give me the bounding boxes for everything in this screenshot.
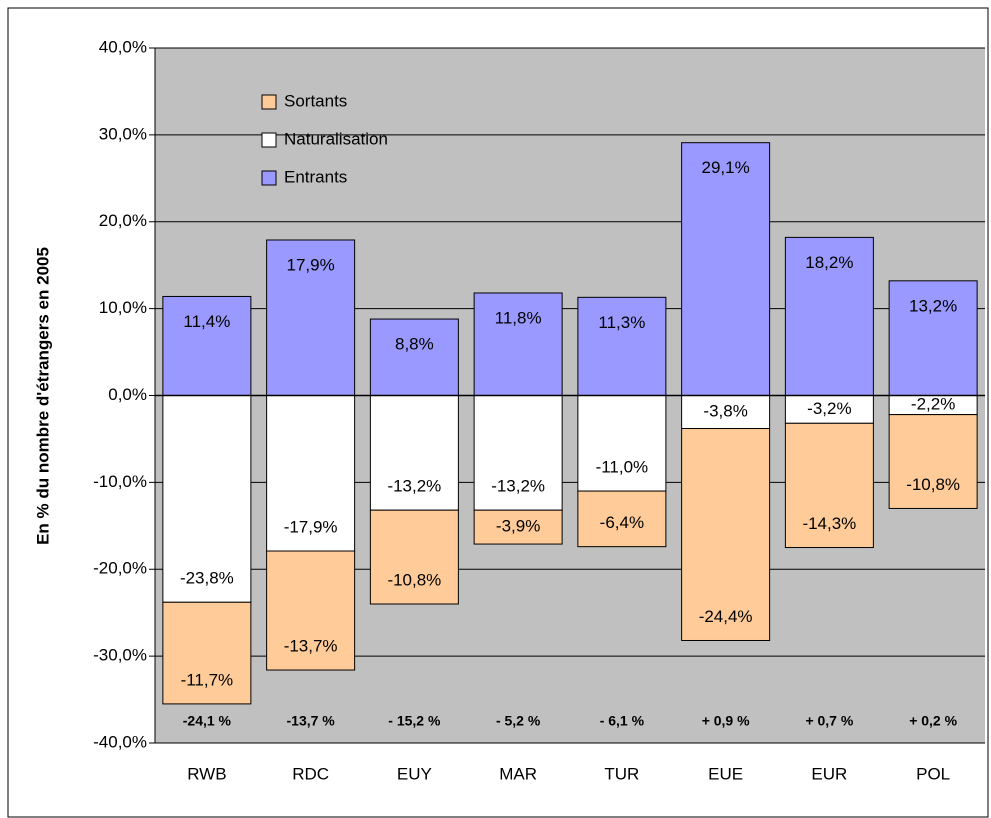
value-label: -3,8% <box>703 401 747 420</box>
value-label: -13,7% <box>284 637 338 656</box>
x-tick-label: EUE <box>708 764 743 783</box>
value-label: -10,8% <box>387 570 441 589</box>
value-label: -3,2% <box>807 399 851 418</box>
bar-segment <box>266 395 356 552</box>
y-tick-label: 30,0% <box>99 124 147 143</box>
bar-segment <box>266 239 356 396</box>
bar-segment <box>266 550 356 671</box>
x-tick-label: EUR <box>811 764 847 783</box>
net-annotation: - 15,2 % <box>388 713 441 729</box>
value-label: 11,3% <box>598 313 645 332</box>
value-label: 13,2% <box>909 296 957 315</box>
bar-segment <box>577 395 667 492</box>
value-label: 11,4% <box>183 312 230 331</box>
value-label: -23,8% <box>180 569 234 588</box>
bar-segment <box>784 236 874 396</box>
bar-segment <box>369 318 459 396</box>
legend-label: Entrants <box>284 167 347 186</box>
x-tick-label: RWB <box>187 764 226 783</box>
y-tick-label: 0,0% <box>108 385 147 404</box>
value-label: -11,0% <box>596 458 649 477</box>
x-tick-label: MAR <box>499 764 537 783</box>
value-label: -3,9% <box>496 517 540 536</box>
value-label: 8,8% <box>395 335 434 354</box>
y-tick-label: -40,0% <box>93 732 147 751</box>
bar-segment <box>681 395 771 430</box>
net-annotation: -13,7 % <box>287 713 336 729</box>
value-label: -10,8% <box>906 475 960 494</box>
y-tick-label: 40,0% <box>99 37 147 56</box>
x-tick-label: EUY <box>397 764 432 783</box>
bar-segment <box>681 428 771 641</box>
y-tick-label: -20,0% <box>93 559 147 578</box>
bar-segment <box>162 395 252 603</box>
value-label: 11,8% <box>495 308 542 327</box>
legend-swatch <box>261 132 277 148</box>
value-label: -13,2% <box>491 477 545 496</box>
value-label: 17,9% <box>287 255 335 274</box>
net-annotation: - 6,1 % <box>600 713 645 729</box>
x-tick-label: TUR <box>604 764 639 783</box>
y-tick-label: -30,0% <box>93 646 147 665</box>
value-label: -13,2% <box>387 477 441 496</box>
legend-swatch <box>261 94 277 110</box>
bar-segment <box>888 280 978 397</box>
net-annotation: + 0,9 % <box>702 713 750 729</box>
net-annotation: - 5,2 % <box>496 713 541 729</box>
bar-segment <box>577 296 667 396</box>
bar-segment <box>473 292 563 396</box>
value-label: -2,2% <box>911 395 955 414</box>
bar-segment <box>577 490 667 548</box>
bar-segment <box>784 422 874 549</box>
value-label: 18,2% <box>805 253 853 272</box>
y-tick-label: 10,0% <box>99 298 147 317</box>
value-label: -11,7% <box>181 670 234 689</box>
bar-segment <box>473 509 563 545</box>
legend-swatch <box>261 170 277 186</box>
x-tick-label: RDC <box>292 764 329 783</box>
x-tick-label: POL <box>916 764 950 783</box>
net-annotation: -24,1 % <box>183 713 232 729</box>
value-label: -24,4% <box>699 607 753 626</box>
y-tick-label: -10,0% <box>93 472 147 491</box>
bar-segment <box>473 395 563 511</box>
value-label: -14,3% <box>802 514 856 533</box>
bar-segment <box>369 509 459 605</box>
net-annotation: + 0,2 % <box>909 713 957 729</box>
legend-label: Sortants <box>284 91 347 110</box>
y-tick-label: 20,0% <box>99 211 147 230</box>
legend-label: Naturalisation <box>284 129 388 148</box>
bar-segment <box>681 142 771 396</box>
bar-segment <box>888 414 978 509</box>
bar-segment <box>162 601 252 705</box>
value-label: -17,9% <box>284 517 338 536</box>
value-label: -6,4% <box>600 513 644 532</box>
value-label: 29,1% <box>702 158 750 177</box>
y-axis-label: En % du nombre d'étrangers en 2005 <box>33 247 52 545</box>
net-annotation: + 0,7 % <box>805 713 853 729</box>
